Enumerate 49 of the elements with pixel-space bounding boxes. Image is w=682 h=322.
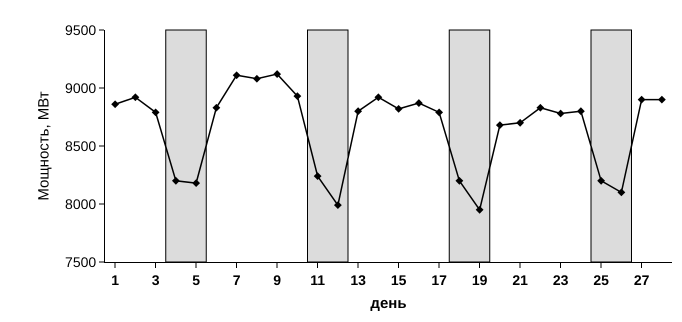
- point: [172, 176, 180, 185]
- point: [212, 104, 220, 112]
- point: [111, 100, 120, 108]
- x-tick-label: 23: [552, 272, 569, 288]
- x-axis-title: день: [370, 294, 407, 312]
- x-tick-label: 7: [232, 272, 241, 288]
- x-tick-label: 11: [310, 272, 326, 288]
- point: [394, 104, 403, 113]
- x-tick-label: 5: [192, 272, 200, 288]
- point: [192, 179, 200, 188]
- x-tick-label: 15: [390, 272, 407, 288]
- x-tick-label: 19: [472, 272, 488, 288]
- point: [293, 92, 302, 100]
- y-tick-label: 8500: [65, 138, 96, 154]
- point: [496, 121, 504, 130]
- y-axis-title: Мощность, МВт: [35, 91, 52, 201]
- point: [131, 93, 140, 102]
- point: [354, 107, 362, 116]
- point: [314, 172, 322, 180]
- point: [232, 71, 241, 80]
- y-tick-label: 7500: [65, 254, 96, 270]
- x-tick-label: 13: [350, 272, 366, 288]
- point: [476, 206, 484, 214]
- point: [252, 74, 261, 83]
- point: [455, 176, 464, 185]
- x-tick-label: 1: [111, 272, 120, 288]
- point: [576, 107, 585, 116]
- x-tick-label: 9: [273, 272, 282, 288]
- point: [638, 96, 646, 104]
- point: [374, 93, 382, 102]
- point: [273, 70, 282, 78]
- x-tick-label: 21: [512, 272, 528, 288]
- y-tick-label: 9000: [65, 80, 96, 96]
- point: [435, 108, 444, 116]
- point: [334, 201, 342, 210]
- x-tick-label: 25: [593, 272, 610, 288]
- y-tick-label: 9500: [65, 22, 96, 38]
- point: [152, 108, 160, 116]
- x-tick-label: 3: [152, 272, 160, 288]
- y-tick-label: 8000: [65, 196, 96, 212]
- point: [536, 104, 544, 112]
- point: [516, 118, 524, 127]
- point: [597, 176, 606, 185]
- x-tick-label: 27: [634, 272, 650, 288]
- point: [658, 96, 666, 104]
- x-tick-label: 17: [431, 272, 448, 288]
- point: [617, 188, 626, 196]
- point: [414, 99, 423, 107]
- point: [556, 110, 565, 118]
